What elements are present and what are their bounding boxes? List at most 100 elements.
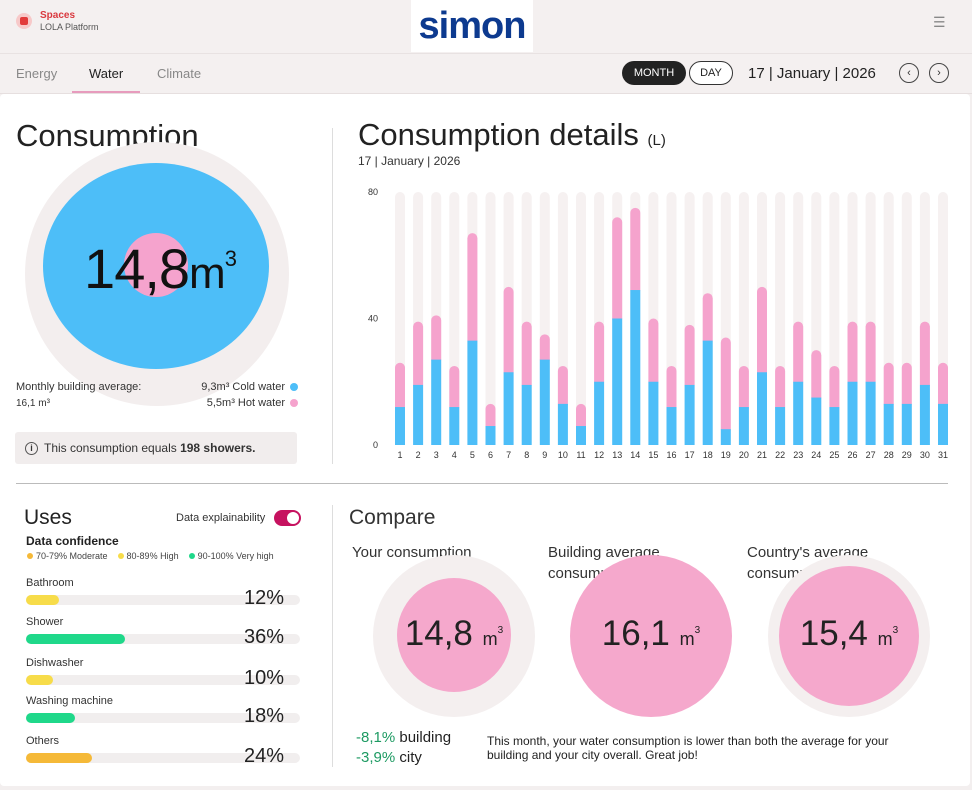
moderate-dot-icon bbox=[27, 553, 33, 559]
use-fill bbox=[26, 595, 59, 605]
details-title-text: Consumption details bbox=[358, 117, 639, 152]
hot-water-bar bbox=[829, 365, 840, 413]
cold-water-bar bbox=[919, 384, 930, 445]
showers-info-box: i This consumption equals 198 showers. bbox=[15, 432, 297, 464]
building-average-value: 16,1 m3 bbox=[570, 614, 732, 654]
use-percent: 10% bbox=[243, 667, 284, 689]
data-confidence-legend: 70-79% Moderate 80-89% High 90-100% Very… bbox=[27, 551, 274, 561]
next-date-button[interactable]: › bbox=[929, 63, 949, 83]
x-tick-label: 24 bbox=[811, 450, 821, 460]
y-tick-label: 80 bbox=[368, 187, 378, 197]
use-percent: 24% bbox=[243, 745, 284, 767]
compare-message: This month, your water consumption is lo… bbox=[487, 734, 889, 762]
y-tick-label: 0 bbox=[373, 440, 378, 450]
consumption-unit: m bbox=[189, 249, 226, 298]
diff-building-value: -8,1% bbox=[356, 729, 396, 746]
x-tick-label: 31 bbox=[938, 450, 948, 460]
hot-water-bar bbox=[738, 365, 749, 413]
x-tick-label: 22 bbox=[775, 450, 785, 460]
diff-city-value: -3,9% bbox=[356, 749, 396, 766]
x-tick-label: 9 bbox=[542, 450, 547, 460]
diff-building: -8,1% building bbox=[356, 729, 451, 746]
cold-water-bar bbox=[630, 290, 641, 445]
hot-water-bar bbox=[594, 321, 605, 387]
use-row-washing-machine: Washing machine 18% bbox=[26, 695, 300, 727]
hot-water-bar bbox=[757, 286, 767, 378]
x-tick-label: 21 bbox=[757, 450, 767, 460]
vertical-divider-bottom bbox=[332, 505, 333, 767]
x-tick-label: 8 bbox=[524, 450, 529, 460]
x-tick-label: 19 bbox=[721, 450, 731, 460]
hot-water-bar bbox=[648, 318, 659, 387]
brand[interactable]: Spaces LOLA Platform bbox=[16, 10, 99, 32]
bar-track bbox=[485, 192, 496, 445]
cold-water-dot-icon bbox=[290, 383, 298, 391]
hot-water-bar bbox=[775, 365, 786, 413]
day-toggle-button[interactable]: DAY bbox=[689, 61, 733, 85]
use-track bbox=[26, 713, 300, 723]
consumption-unit-sup: 3 bbox=[224, 246, 237, 271]
cold-water-bar bbox=[865, 381, 876, 445]
cold-water-bar bbox=[702, 340, 713, 445]
x-tick-label: 7 bbox=[506, 450, 511, 460]
cold-water-bar bbox=[775, 407, 786, 445]
x-tick-label: 4 bbox=[452, 450, 457, 460]
use-label: Others bbox=[26, 735, 60, 747]
use-label: Shower bbox=[26, 616, 64, 628]
diff-building-label: building bbox=[395, 729, 452, 746]
x-tick-label: 11 bbox=[576, 450, 585, 460]
tab-water[interactable]: Water bbox=[89, 66, 124, 81]
hot-water-bar bbox=[557, 365, 568, 409]
legend-moderate: 70-79% Moderate bbox=[27, 551, 108, 561]
very-high-dot-icon bbox=[188, 553, 195, 559]
use-row-shower: Shower 36% bbox=[26, 616, 300, 648]
cold-water-bar bbox=[539, 359, 550, 445]
prev-date-button[interactable]: ‹ bbox=[899, 63, 919, 83]
hot-water-bar bbox=[449, 365, 460, 413]
use-fill bbox=[26, 753, 92, 763]
cold-water-bar bbox=[485, 426, 496, 445]
use-percent: 18% bbox=[243, 705, 284, 727]
your-consumption-value: 14,8 m3 bbox=[373, 614, 535, 654]
use-row-bathroom: Bathroom 12% bbox=[26, 577, 300, 609]
cold-water-bar bbox=[594, 381, 605, 445]
legend-high: 80-89% High bbox=[117, 551, 179, 561]
cold-water-bar bbox=[684, 384, 695, 445]
cold-water-bar bbox=[648, 381, 659, 445]
logo-text: simon bbox=[418, 4, 527, 47]
tab-climate[interactable]: Climate bbox=[157, 66, 202, 81]
hot-water-bar bbox=[503, 286, 514, 378]
hot-water-legend: 5,5m³ Hot water bbox=[207, 397, 298, 409]
high-dot-icon bbox=[117, 553, 124, 559]
use-track bbox=[26, 595, 300, 605]
cold-water-label: 9,3m³ Cold water bbox=[201, 381, 285, 393]
building-value-number: 16,1 bbox=[601, 614, 670, 653]
cold-water-bar bbox=[413, 384, 424, 445]
hamburger-menu-icon[interactable]: ☰ bbox=[933, 14, 946, 30]
hot-water-bar bbox=[413, 321, 424, 390]
x-tick-label: 2 bbox=[416, 450, 421, 460]
x-tick-label: 26 bbox=[847, 450, 857, 460]
hot-water-bar bbox=[702, 293, 713, 346]
compare-title: Compare bbox=[349, 506, 436, 529]
use-label: Washing machine bbox=[26, 695, 114, 707]
hot-water-bar bbox=[485, 403, 496, 432]
hot-water-bar bbox=[919, 321, 930, 390]
x-tick-label: 14 bbox=[630, 450, 640, 460]
month-toggle-button[interactable]: MONTH bbox=[622, 61, 686, 85]
x-tick-label: 28 bbox=[884, 450, 894, 460]
tabs-row: Energy Water Climate MONTH DAY 17 | Janu… bbox=[0, 54, 972, 94]
data-explainability-label: Data explainability bbox=[176, 512, 266, 524]
tab-energy[interactable]: Energy bbox=[16, 66, 58, 81]
x-tick-label: 6 bbox=[488, 450, 493, 460]
data-explainability-toggle[interactable] bbox=[274, 510, 301, 526]
country-value-unit: m bbox=[877, 629, 893, 649]
x-tick-label: 1 bbox=[397, 450, 402, 460]
info-text: This consumption equals bbox=[44, 441, 181, 455]
hot-water-bar bbox=[684, 324, 695, 390]
bar-track bbox=[576, 192, 586, 445]
your-value-sup: 3 bbox=[497, 625, 504, 636]
hot-water-bar bbox=[720, 337, 731, 435]
use-label: Bathroom bbox=[26, 577, 74, 589]
